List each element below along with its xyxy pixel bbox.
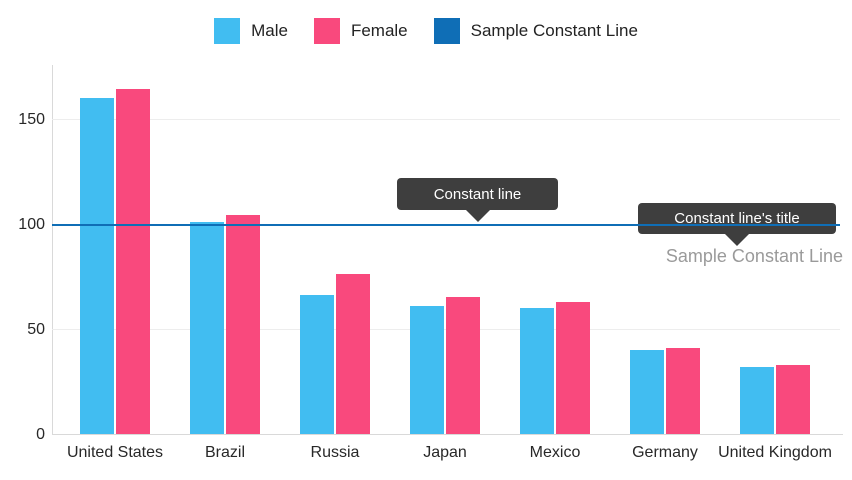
male-series-swatch-icon [214,18,241,44]
constant-line-callout-text: Constant line [433,185,522,203]
bar-male-united-states[interactable] [80,97,114,434]
x-axis-label-united-kingdom: United Kingdom [718,444,832,461]
y-tick-label: 100 [18,215,45,233]
x-axis-label-russia: Russia [310,444,360,461]
constant-line-title-callout-text: Constant line's title [674,210,800,227]
x-axis-label-brazil: Brazil [204,444,246,461]
y-tick-label: 50 [27,320,45,338]
legend-item-female[interactable]: Female [313,18,408,44]
legend-item-sample-constant-line[interactable]: Sample Constant Line [433,18,638,44]
legend-item-label: Sample Constant Line [470,21,638,40]
bar-female-germany[interactable] [666,347,700,434]
legend: Male Female Sample Constant Line [0,18,852,44]
grid-line [52,119,840,121]
constant-line [52,223,840,226]
constant-line-swatch-icon [433,18,460,44]
legend-item-male[interactable]: Male [214,18,288,44]
bar-female-japan[interactable] [446,297,480,434]
bar-male-mexico[interactable] [520,307,554,434]
callout-arrow-down-icon [725,234,749,246]
x-axis-label-germany: Germany [632,444,698,461]
bar-male-japan[interactable] [410,305,444,434]
constant-line-callout: Constant line [397,178,558,222]
x-axis-label-united-states: United States [66,444,164,461]
y-axis-line [52,65,53,435]
y-tick-label: 150 [18,110,45,128]
bar-male-germany[interactable] [630,349,664,434]
bar-female-mexico[interactable] [556,301,590,434]
bar-male-brazil[interactable] [190,221,224,434]
y-tick-label: 0 [36,426,45,443]
constant-line-title-callout: Constant line's title [638,203,836,246]
female-series-swatch-icon [313,18,340,44]
bar-female-brazil[interactable] [226,215,260,434]
bar-female-united-states[interactable] [116,89,150,434]
bar-male-united-kingdom[interactable] [740,366,774,434]
x-axis-line [52,434,843,435]
legend-item-label: Female [350,21,408,40]
x-axis-label-japan: Japan [423,444,467,461]
bar-female-united-kingdom[interactable] [776,364,810,434]
constant-line-label: Sample Constant Line [665,246,843,266]
callout-arrow-down-icon [465,210,490,222]
bar-male-russia[interactable] [300,295,334,434]
bar-female-russia[interactable] [336,274,370,434]
x-axis-label-mexico: Mexico [529,444,581,461]
legend-item-label: Male [251,21,288,40]
